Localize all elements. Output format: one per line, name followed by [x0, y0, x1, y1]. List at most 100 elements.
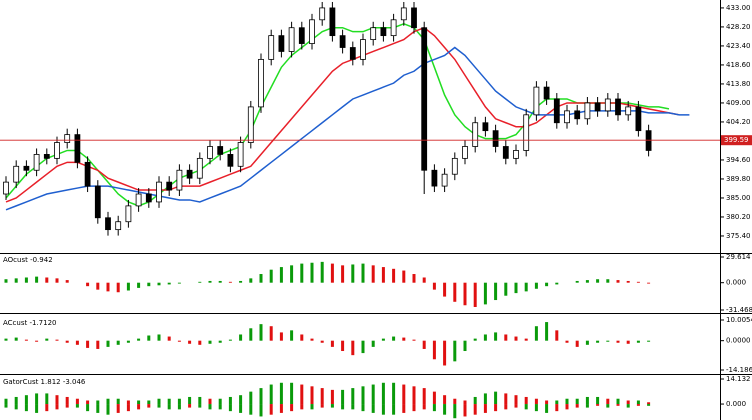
- gator-bar: [534, 398, 538, 405]
- histogram-bar: [300, 334, 304, 341]
- gator-bar: [55, 395, 59, 405]
- candle-body: [472, 122, 479, 147]
- histogram-bar: [259, 324, 263, 341]
- candle-body: [135, 193, 142, 207]
- candle-body: [451, 157, 458, 175]
- gator-bar: [249, 404, 253, 415]
- histogram-bar: [392, 268, 396, 283]
- histogram-bar: [647, 282, 651, 284]
- candle-body: [390, 19, 397, 37]
- gator-bar: [432, 391, 436, 405]
- histogram-bar: [483, 334, 487, 341]
- histogram-bar: [14, 337, 18, 341]
- gator-bar: [330, 404, 334, 408]
- gator-bar: [106, 404, 110, 415]
- gator-bar: [167, 404, 171, 410]
- candle-body: [278, 35, 285, 52]
- histogram-bar: [239, 334, 243, 341]
- y-tick-label: 389.80: [726, 175, 751, 183]
- gator-bar: [290, 382, 294, 405]
- gator-bar: [585, 396, 589, 405]
- histogram-bar: [361, 340, 365, 354]
- histogram-bar: [473, 338, 477, 341]
- histogram-bar: [341, 265, 345, 283]
- gator-bar: [483, 404, 487, 413]
- histogram-bar: [432, 340, 436, 360]
- histogram-bar: [188, 340, 192, 344]
- gator-bar: [626, 404, 630, 408]
- histogram-bar: [422, 277, 426, 283]
- gator-bar: [545, 400, 549, 405]
- y-tick-label: 404.20: [726, 118, 751, 126]
- candle-body: [258, 58, 264, 108]
- gator-bar: [116, 404, 120, 413]
- histogram-bar: [147, 282, 151, 287]
- histogram-bar: [504, 334, 508, 341]
- histogram-bar: [463, 282, 467, 306]
- histogram-bar: [45, 338, 49, 341]
- y-tick-label: 428.20: [726, 23, 751, 31]
- candle-body: [421, 27, 428, 171]
- gator-bar: [514, 404, 518, 408]
- histogram-bar: [4, 338, 8, 341]
- y-tick-label: 0.000: [726, 279, 746, 287]
- candle-body: [145, 193, 152, 203]
- histogram-bar: [167, 336, 171, 341]
- histogram-bar: [341, 340, 345, 352]
- candle-body: [615, 98, 621, 116]
- histogram-bar: [473, 282, 477, 307]
- candle-body: [125, 205, 132, 223]
- histogram-bar: [443, 282, 447, 297]
- gator-bar: [208, 398, 212, 405]
- gator-bar: [269, 384, 273, 405]
- gator-bar: [575, 398, 579, 405]
- gator-bar: [616, 404, 620, 406]
- gator-bar: [126, 404, 130, 412]
- histogram-bar: [524, 338, 528, 341]
- gator-bar: [65, 396, 69, 405]
- gator-bar: [188, 404, 192, 408]
- histogram-bar: [606, 279, 610, 283]
- histogram-bar: [371, 265, 375, 283]
- candle-body: [319, 7, 326, 21]
- candle-body: [3, 181, 9, 195]
- histogram-bar: [402, 270, 406, 283]
- gator-bar: [239, 395, 243, 405]
- histogram-bar: [422, 340, 426, 349]
- gator-bar: [647, 402, 651, 405]
- gator-bar: [473, 396, 477, 405]
- histogram-bar: [412, 339, 416, 341]
- candle-body: [217, 146, 224, 155]
- gator-bar: [371, 404, 375, 413]
- candle-body: [462, 146, 468, 159]
- y-tick-label: 418.60: [726, 61, 751, 69]
- candle-body: [207, 146, 213, 159]
- gator-bar: [35, 404, 39, 413]
- gator-bar: [86, 404, 90, 412]
- gator-bar: [177, 404, 181, 410]
- histogram-bar: [575, 340, 579, 347]
- y-tick-label: 423.40: [726, 42, 751, 50]
- gator-bar: [402, 384, 406, 405]
- histogram-bar: [116, 340, 120, 345]
- gator-bar: [75, 404, 79, 408]
- candle-body: [523, 114, 530, 151]
- histogram-bar: [75, 340, 79, 345]
- candle-body: [533, 86, 540, 116]
- gator-bar: [137, 404, 141, 410]
- gator-bar: [565, 404, 569, 410]
- histogram-bar: [596, 279, 600, 283]
- gator-bar: [483, 393, 487, 405]
- histogram-bar: [443, 340, 447, 366]
- histogram-bar: [45, 277, 49, 283]
- candle-body: [33, 154, 40, 171]
- y-tick-label: -31.468: [726, 306, 752, 314]
- histogram-bar: [239, 280, 243, 283]
- gator-bar: [137, 400, 141, 405]
- histogram-bar: [259, 274, 263, 283]
- histogram-bar: [585, 280, 589, 283]
- histogram-bar: [24, 277, 28, 283]
- histogram-bar: [453, 282, 457, 302]
